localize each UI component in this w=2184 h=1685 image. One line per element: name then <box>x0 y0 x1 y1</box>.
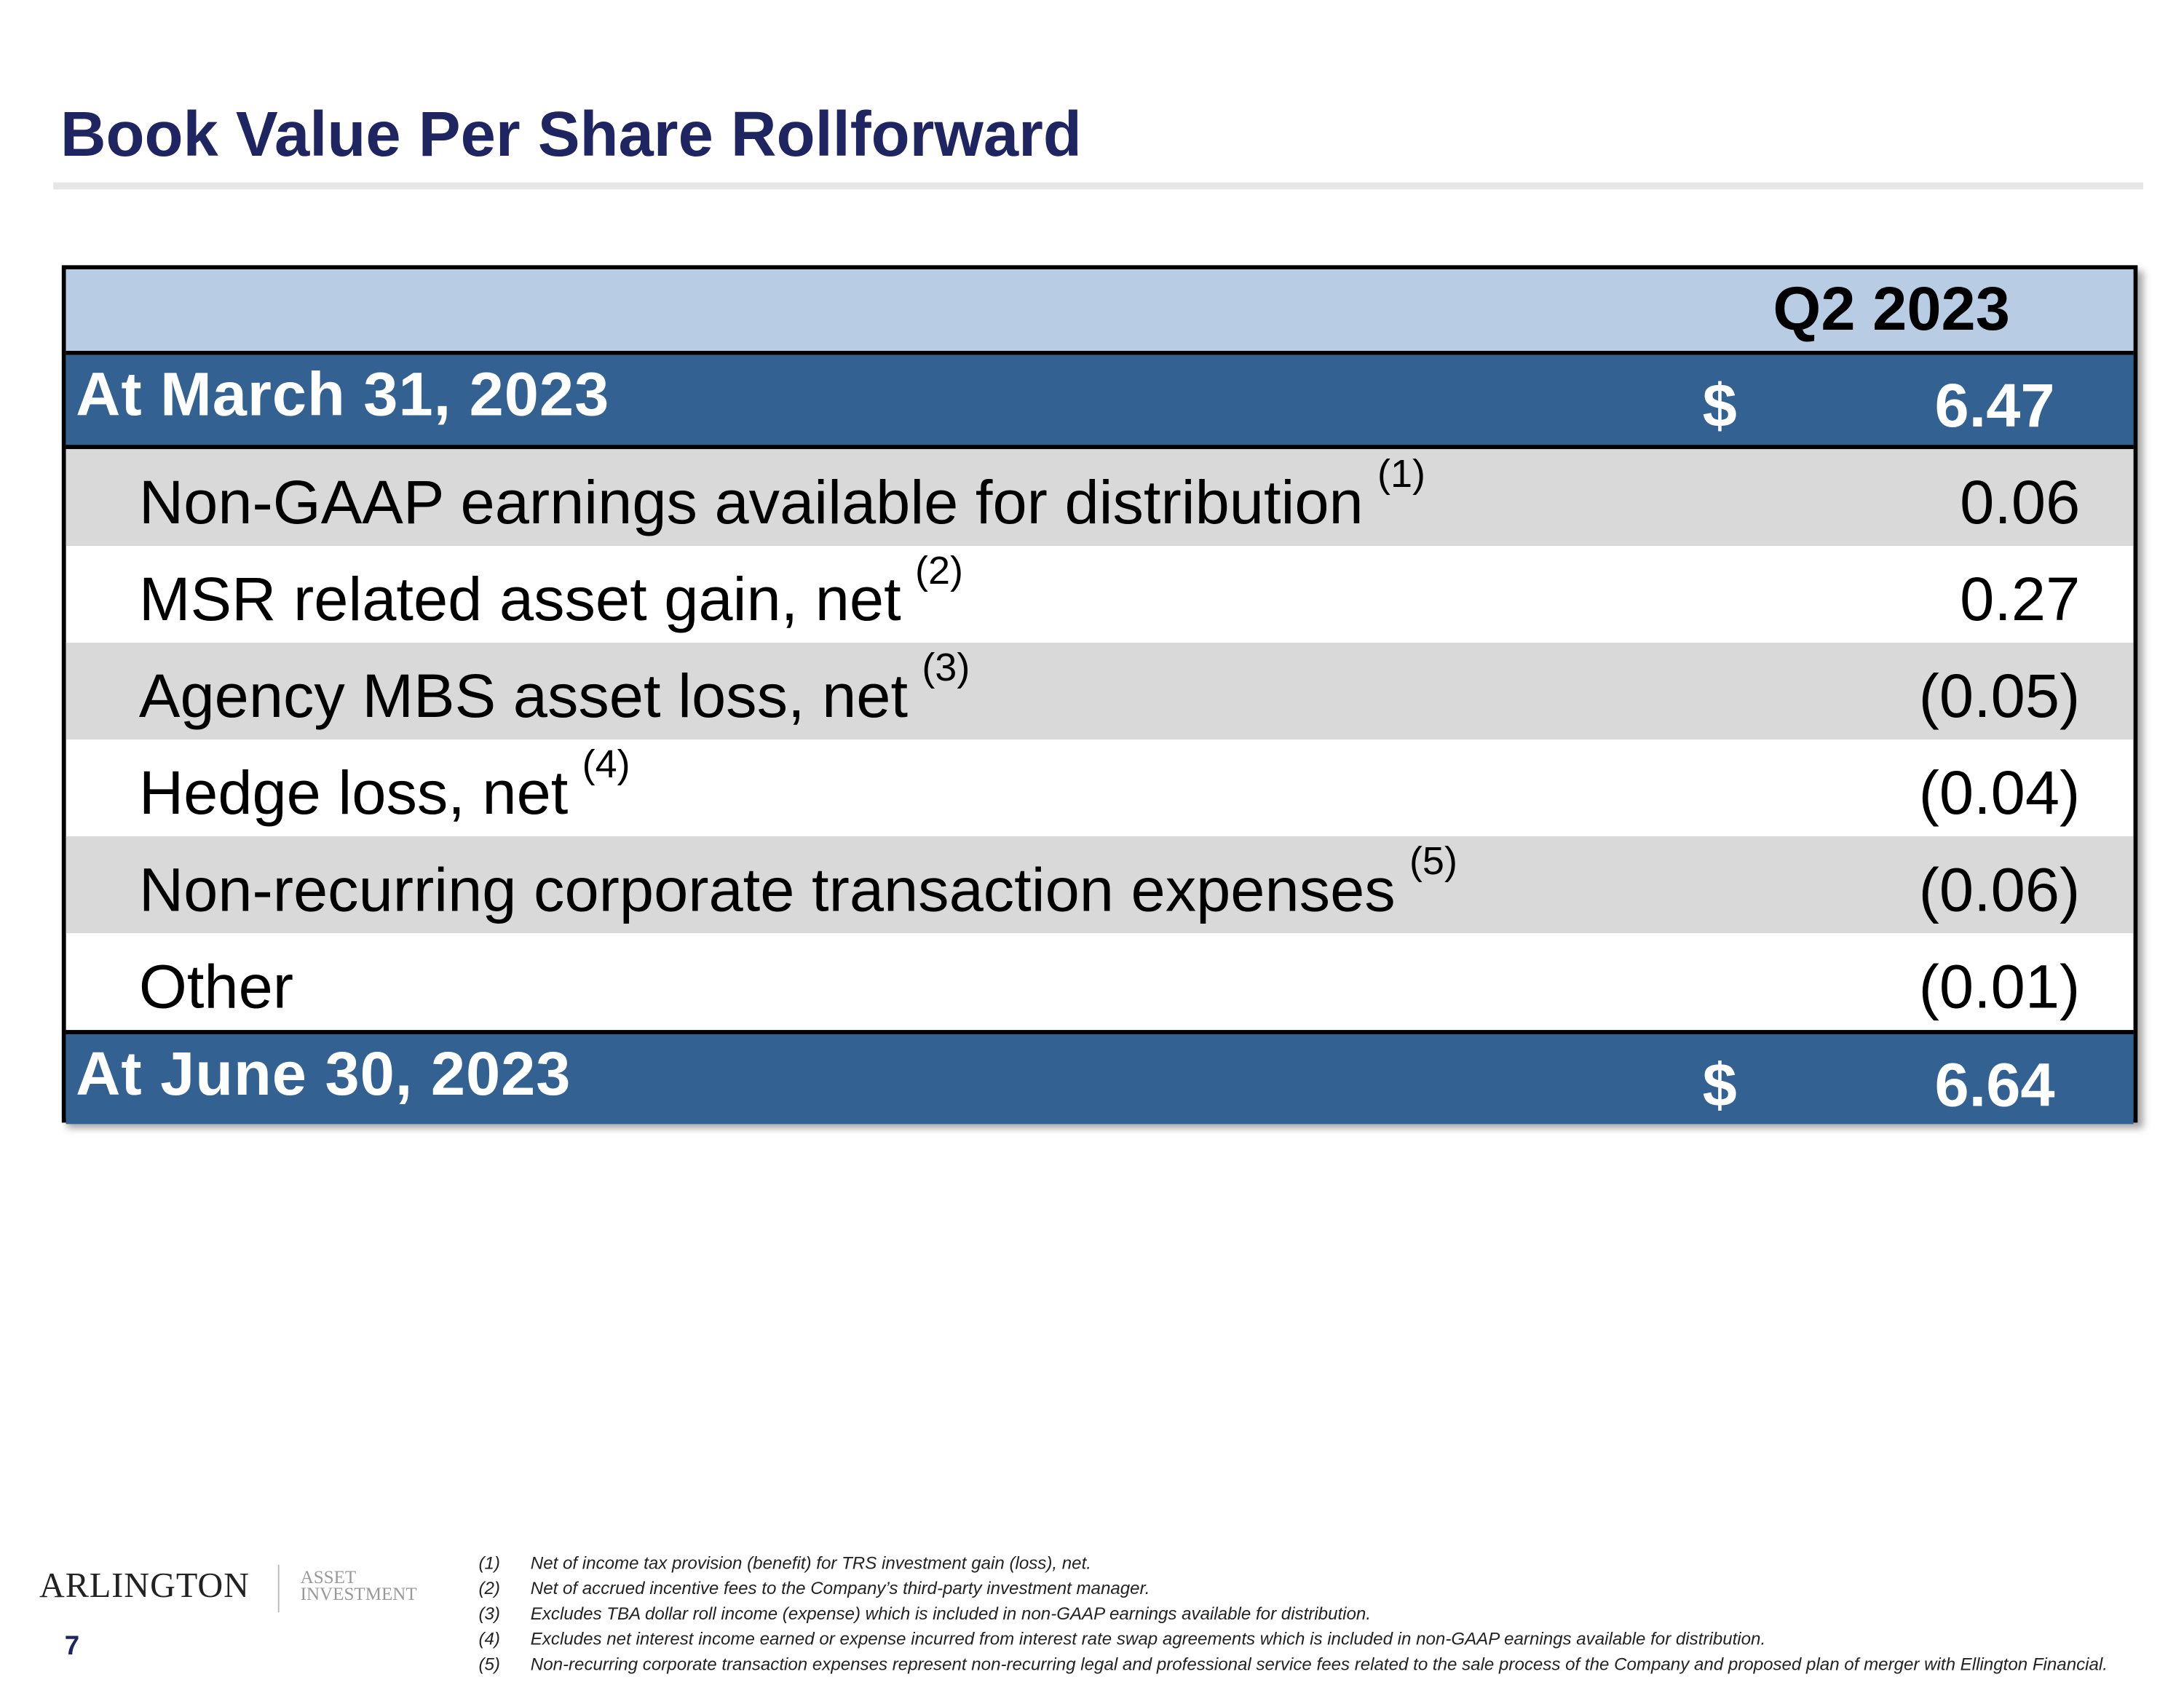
logo-sub-line: INVESTMENT <box>300 1582 417 1604</box>
header-row: Q2 2023 <box>66 269 2134 355</box>
footnote-ref: (4) <box>582 742 630 786</box>
footnote-marker: (5) <box>478 1654 500 1675</box>
row-label: Hedge loss, net <box>138 759 569 828</box>
item-row: Other (0.01) <box>66 933 2134 1030</box>
row-label-wrap: Non-GAAP earnings available for distribu… <box>138 452 1425 539</box>
row-value: (0.04) <box>1918 759 2081 828</box>
logo-sub-line: ASSET <box>300 1566 357 1587</box>
currency: $ <box>1702 1051 1737 1120</box>
footnote-text: Non-recurring corporate transaction expe… <box>530 1654 2108 1675</box>
item-row: Non-recurring corporate transaction expe… <box>66 836 2134 934</box>
currency: $ <box>1702 371 1737 441</box>
row-value: 6.47 <box>1934 371 2055 441</box>
logo-name: ARLINGTON <box>39 1567 250 1606</box>
row-value: 0.06 <box>1960 468 2081 538</box>
footnote: (3) Excludes TBA dollar roll income (expe… <box>478 1601 2121 1627</box>
table: Q2 2023 At March 31, 2023 $ 6.47 Non-GAA… <box>61 265 2138 1125</box>
footnote: (2) Net of accrued incentive fees to the … <box>478 1576 2121 1601</box>
item-row: Agency MBS asset loss, net (3) (0.05) <box>66 643 2134 740</box>
row-value: (0.05) <box>1918 662 2081 732</box>
item-row: MSR related asset gain, net (2) 0.27 <box>66 546 2134 643</box>
footnote-marker: (2) <box>478 1579 500 1598</box>
footnote: (4) Excludes net interest income earned o… <box>478 1627 2121 1652</box>
title: Book Value Per Share Rollforward <box>60 98 1082 170</box>
footnote-text: Net of accrued incentive fees to the Com… <box>530 1579 1150 1598</box>
footnotes: (1) Net of income tax provision (benefit)… <box>478 1550 2121 1677</box>
row-label: At June 30, 2023 <box>76 1039 571 1109</box>
row-label: Non-GAAP earnings available for distribu… <box>138 468 1364 538</box>
footnote-ref: (2) <box>914 548 963 592</box>
row-label-wrap: MSR related asset gain, net (2) <box>138 549 963 635</box>
item-row: Hedge loss, net (4) (0.04) <box>66 740 2134 836</box>
column-header: Q2 2023 <box>1773 274 2010 344</box>
item-row: Non-GAAP earnings available for distribu… <box>66 448 2134 546</box>
item-rows: Non-GAAP earnings available for distribu… <box>66 448 2134 1030</box>
row-value: 0.27 <box>1960 565 2081 635</box>
title-rule <box>53 182 2144 190</box>
row-label: Other <box>138 953 294 1022</box>
footnote-marker: (1) <box>478 1553 500 1574</box>
row-label: At March 31, 2023 <box>76 360 610 429</box>
footnote: (5) Non-recurring corporate transaction e… <box>478 1652 2121 1677</box>
row-value: (0.06) <box>1918 856 2081 925</box>
row-label: Non-recurring corporate transaction expe… <box>138 856 1396 925</box>
logo-divider <box>277 1564 280 1613</box>
footnote-text: Excludes TBA dollar roll income (expense… <box>530 1603 1372 1624</box>
closing-row: At June 30, 2023 $ 6.64 <box>66 1030 2134 1125</box>
logo-sub: ASSET INVESTMENT <box>300 1566 417 1604</box>
row-label-wrap: Agency MBS asset loss, net (3) <box>138 646 970 732</box>
row-value: 6.64 <box>1934 1051 2055 1120</box>
footnote-marker: (4) <box>478 1629 500 1649</box>
footnote-ref: (3) <box>922 645 970 689</box>
footnote-ref: (1) <box>1377 451 1426 496</box>
footnote-ref: (5) <box>1409 838 1457 883</box>
opening-row: At March 31, 2023 $ 6.47 <box>66 354 2134 449</box>
footnote: (1) Net of income tax provision (benefit)… <box>478 1550 2121 1576</box>
footnote-text: Excludes net interest income earned or e… <box>530 1629 1766 1649</box>
page-number: 7 <box>64 1632 80 1662</box>
row-label-wrap: Other <box>139 953 293 1023</box>
footnote-marker: (3) <box>478 1603 500 1624</box>
row-label: MSR related asset gain, net <box>138 565 901 635</box>
row-label-wrap: Hedge loss, net (4) <box>138 742 630 829</box>
row-label-wrap: Non-recurring corporate transaction expe… <box>138 839 1457 926</box>
row-label: Agency MBS asset loss, net <box>138 662 909 732</box>
footnote-text: Net of income tax provision (benefit) fo… <box>530 1553 1091 1574</box>
row-value: (0.01) <box>1918 953 2081 1022</box>
